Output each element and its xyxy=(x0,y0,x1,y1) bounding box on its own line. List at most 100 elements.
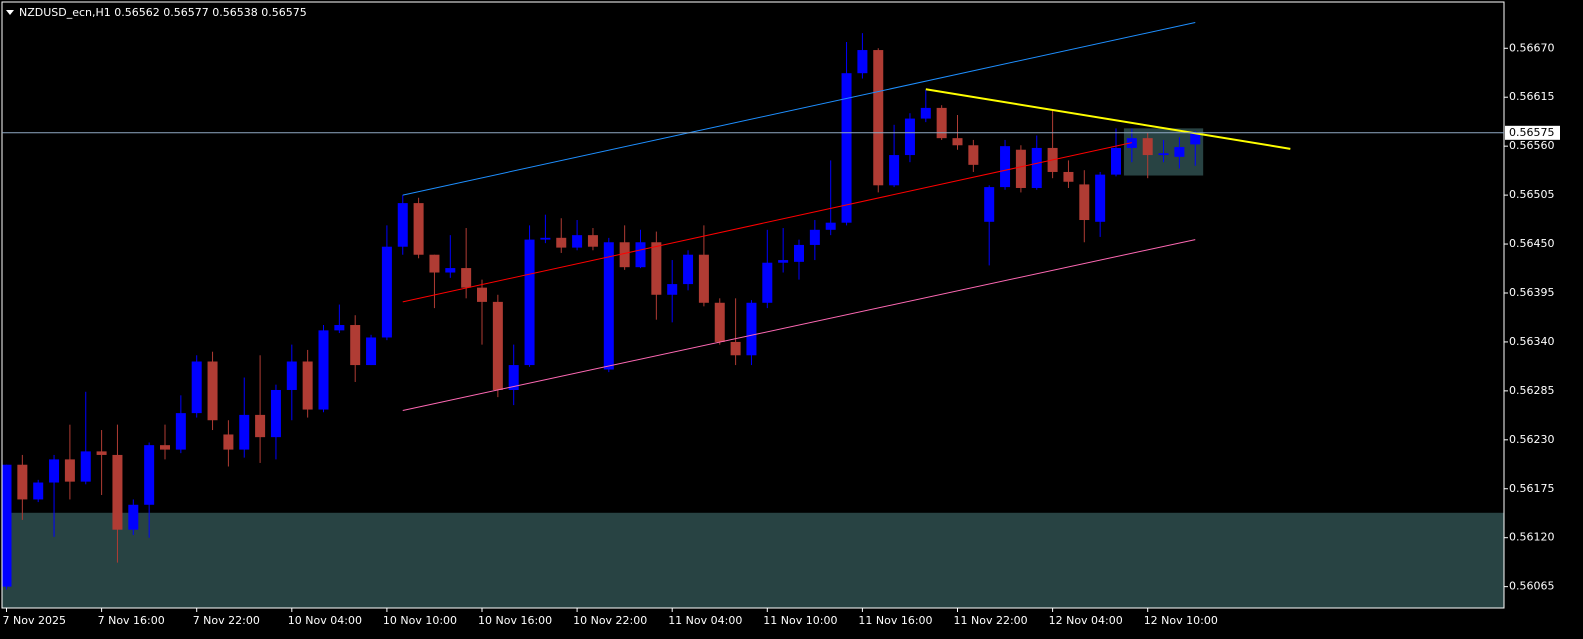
y-tick-label: 0.56560 xyxy=(1509,139,1555,152)
candle-body xyxy=(508,365,519,390)
candle-body xyxy=(255,414,266,438)
x-tick-label: 10 Nov 04:00 xyxy=(288,614,362,627)
candle-body xyxy=(683,254,694,285)
candle-body xyxy=(429,254,440,273)
x-tick-label: 11 Nov 10:00 xyxy=(763,614,837,627)
candle-body xyxy=(572,235,583,248)
candle-body xyxy=(730,341,741,356)
candle-body xyxy=(809,229,820,245)
candle-body xyxy=(80,451,91,482)
y-tick-label: 0.56285 xyxy=(1509,384,1555,397)
candle-body xyxy=(1158,153,1169,156)
candle-body xyxy=(96,451,107,455)
x-tick-label: 7 Nov 22:00 xyxy=(193,614,260,627)
y-tick-label: 0.56175 xyxy=(1509,482,1555,495)
y-tick-label: 0.56395 xyxy=(1509,286,1555,299)
candle-body xyxy=(413,203,424,255)
x-tick-label: 10 Nov 10:00 xyxy=(383,614,457,627)
candle-body xyxy=(794,244,804,262)
candle-body xyxy=(1031,147,1042,188)
trendline xyxy=(402,21,1196,196)
candle-body xyxy=(667,284,678,295)
y-tick-label: 0.56670 xyxy=(1509,41,1555,54)
candle-body xyxy=(239,414,250,450)
candle-body xyxy=(1111,147,1121,175)
y-tick-label: 0.56340 xyxy=(1509,335,1555,348)
candle-body xyxy=(904,118,915,156)
x-tick-label: 7 Nov 16:00 xyxy=(98,614,165,627)
candle-body xyxy=(746,302,757,356)
candle-body xyxy=(1,464,12,587)
candle-body xyxy=(1095,174,1106,222)
candle-body xyxy=(397,203,408,247)
candle-body xyxy=(49,459,60,483)
candle-body xyxy=(889,155,900,186)
candle-body xyxy=(160,445,170,450)
candle-body xyxy=(286,361,297,390)
candle-body xyxy=(33,482,44,500)
candle-body xyxy=(857,50,868,74)
candle-body xyxy=(619,242,630,268)
price-label-box xyxy=(1505,125,1560,140)
candle-body xyxy=(1190,132,1201,145)
price-label: 0.56575 xyxy=(1509,126,1555,139)
candle-body xyxy=(64,459,75,482)
candle-body xyxy=(778,260,789,263)
x-tick-label: 10 Nov 22:00 xyxy=(573,614,647,627)
candle-body xyxy=(587,235,598,247)
candle-body xyxy=(112,454,123,530)
y-tick-label: 0.56065 xyxy=(1509,580,1555,593)
candle-body xyxy=(651,242,662,295)
candle-body xyxy=(128,504,139,530)
candle-body xyxy=(445,268,456,273)
x-tick-label: 11 Nov 16:00 xyxy=(858,614,932,627)
candle-body xyxy=(762,262,773,303)
trendline xyxy=(925,88,1291,150)
plot-border xyxy=(1,1,1505,609)
candle-body xyxy=(270,389,281,438)
y-tick-label: 0.56120 xyxy=(1509,531,1555,544)
candle-body xyxy=(381,246,392,338)
candle-body xyxy=(492,301,503,390)
candle-body xyxy=(1079,184,1090,221)
y-tick-label: 0.56615 xyxy=(1509,90,1555,103)
x-tick-label: 12 Nov 10:00 xyxy=(1144,614,1218,627)
x-tick-label: 7 Nov 2025 xyxy=(3,614,66,627)
candle-body xyxy=(698,254,709,303)
candle-body xyxy=(635,242,646,268)
candle-body xyxy=(825,222,836,230)
candle-body xyxy=(366,337,377,366)
candle-body xyxy=(841,73,852,223)
candle-body xyxy=(603,242,614,370)
x-tick-label: 11 Nov 22:00 xyxy=(954,614,1028,627)
candle-body xyxy=(477,287,487,302)
candle-body xyxy=(207,361,218,421)
candle-body xyxy=(540,237,551,240)
candle-body xyxy=(1063,171,1074,182)
candle-body xyxy=(1142,138,1153,156)
candle-body xyxy=(968,145,979,165)
y-tick-label: 0.56450 xyxy=(1509,237,1555,250)
candle-body xyxy=(461,268,472,288)
candle-body xyxy=(302,361,313,410)
candle-body xyxy=(714,302,725,342)
x-tick-label: 10 Nov 16:00 xyxy=(478,614,552,627)
candle-body xyxy=(936,107,947,139)
plot-area xyxy=(1,21,1504,608)
candle-body xyxy=(1000,146,1011,188)
x-tick-label: 11 Nov 04:00 xyxy=(668,614,742,627)
candle-body xyxy=(350,325,361,366)
y-tick-label: 0.56505 xyxy=(1509,188,1555,201)
candle-body xyxy=(17,464,28,500)
menu-arrow xyxy=(6,10,14,15)
candle-body xyxy=(952,138,963,146)
chart-title: NZDUSD_ecn,H1 0.56562 0.56577 0.56538 0.… xyxy=(19,6,307,19)
candle-body xyxy=(524,239,535,366)
candle-body xyxy=(873,50,884,186)
candle-body xyxy=(1174,147,1185,157)
trendline xyxy=(402,239,1196,411)
candle-body xyxy=(175,413,186,450)
candle-body xyxy=(318,330,329,410)
candle-body xyxy=(334,325,345,331)
